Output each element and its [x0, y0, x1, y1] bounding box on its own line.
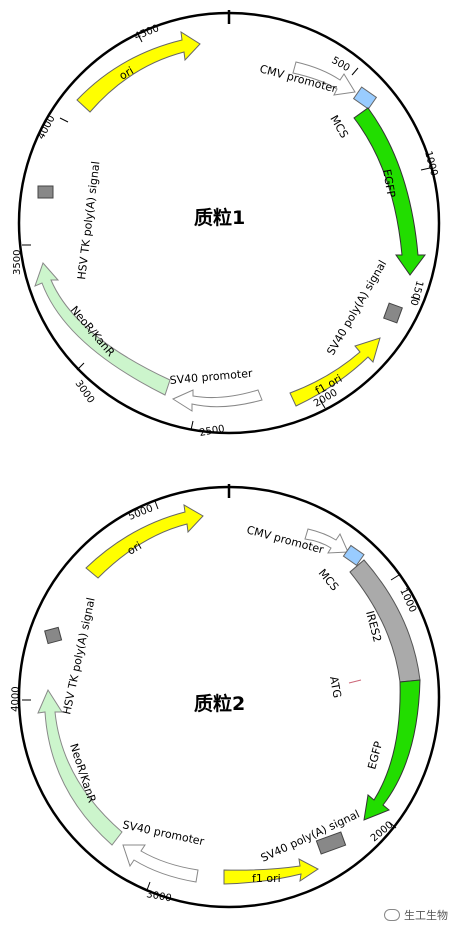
plasmid-1-neor-arrow [34, 262, 171, 396]
plasmid-2-atg-label: ATG [327, 675, 344, 699]
plasmid-2-f1-ori-arrow [223, 858, 319, 885]
plasmid-2-neor-arrow [37, 688, 123, 846]
plasmid-2-tick-marks [22, 500, 400, 891]
plasmid-2-mcs-label: MCS [316, 567, 341, 594]
plasmid-2-egfp-arrow [363, 679, 421, 821]
plasmid-1-sv40-polya-label: SV40 poly(A) signal [324, 258, 389, 358]
plasmid-1-tick-marks [22, 33, 431, 431]
plasmid-2-atg-mark [348, 679, 362, 684]
plasmid-2-ori-arrow [85, 504, 204, 579]
plasmid-1-ori-arrow [76, 31, 201, 113]
plasmid-2-sv40-polya-box [315, 831, 347, 855]
plasmid-2-tick-label: 3000 [145, 889, 172, 904]
plasmid-2-title: 质粒2 [194, 692, 245, 715]
watermark-text: 生工生物 [404, 909, 448, 922]
plasmid-2-mcs-box [342, 544, 365, 567]
plasmid-1-tick-label: 1000 [422, 150, 439, 177]
plasmid-1-f1-ori-arrow [289, 337, 381, 407]
plasmid-2-cmv-promoter-label: CMV promoter [245, 523, 325, 556]
plasmid-1-tick-label: 500 [330, 55, 352, 74]
plasmid-1-title: 质粒1 [194, 206, 245, 229]
plasmid-1-tick-label: 3500 [12, 250, 23, 275]
plasmid-1-egfp-arrow [353, 107, 426, 276]
plasmid-1-tick-label: 4000 [36, 114, 58, 142]
plasmid-1-sv40-polya-box [383, 302, 403, 324]
watermark: 生工生物 [384, 907, 448, 923]
plasmid-2-map: 1000 2000 3000 4000 5000 ori CMV promote… [10, 484, 441, 909]
plasmid-2-f1-ori-label: f1 ori [252, 872, 281, 885]
plasmid-1-cmv-promoter-arrow [292, 61, 356, 96]
plasmid-1-tick-label: 2500 [199, 424, 226, 439]
plasmid-1-mcs-label: MCS [327, 113, 350, 140]
plasmid-2-hsv-tk-polya-label: HSV TK poly(A) signal [60, 596, 97, 715]
plasmid-2-cmv-promoter-arrow [304, 528, 349, 554]
plasmid-1-hsv-tk-polya-label: HSV TK poly(A) signal [75, 161, 102, 281]
plasmid-1-hsv-tk-polya-box [37, 185, 54, 199]
plasmid-2-sv40-polya-label: SV40 poly(A) signal [259, 808, 362, 865]
plasmid-1-egfp-label: EGFP [380, 168, 398, 199]
plasmid-2-ori-label: ori [125, 539, 144, 557]
plasmid-1-mcs-box [352, 86, 378, 110]
plasmid-2-sv40-promoter-arrow [122, 844, 199, 883]
plasmid-2-tick-label: 5000 [127, 503, 155, 523]
plasmid-1-map: 500 1000 1500 2000 2500 3000 3500 4000 4… [12, 10, 441, 439]
plasmid-1-sv40-promoter-arrow [171, 389, 263, 412]
plasmid-1-ori-label: ori [117, 64, 136, 82]
plasmid-2-hsv-tk-polya-box [44, 626, 63, 645]
plasmid-2-ires2-segment [349, 559, 421, 683]
plasmid-2-egfp-label: EGFP [365, 740, 385, 771]
plasmid-2-sv40-promoter-label: SV40 promoter [121, 818, 205, 848]
wechat-icon [384, 909, 400, 921]
plasmid-1-sv40-promoter-label: SV40 promoter [169, 367, 253, 387]
plasmid-1-tick-label: 4500 [133, 23, 161, 43]
plasmid-2-tick-label: 4000 [10, 686, 22, 712]
